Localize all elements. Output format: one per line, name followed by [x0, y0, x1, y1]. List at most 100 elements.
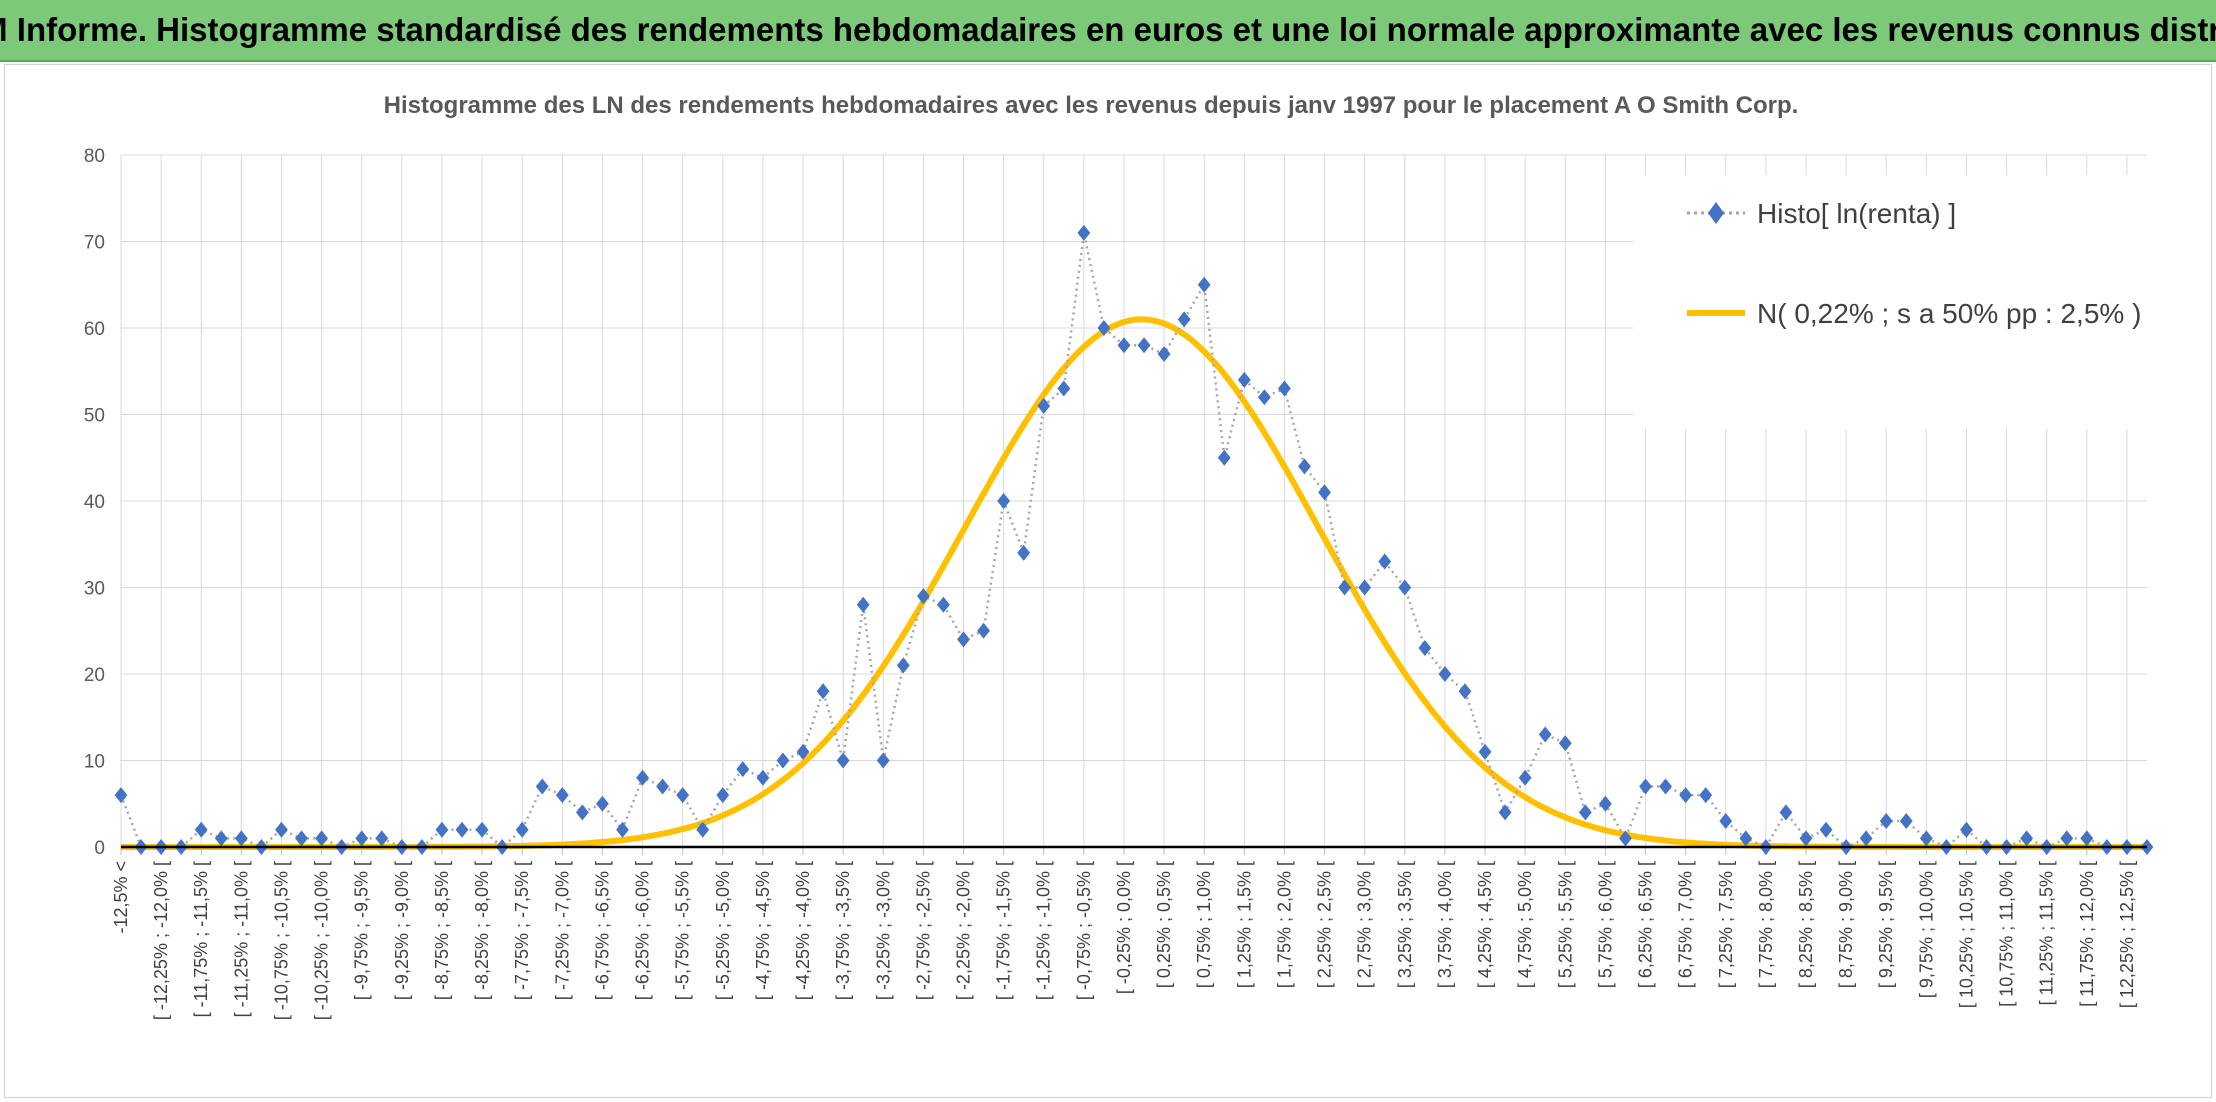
- x-tick-label: [ -1,75% ; -1,5% [: [994, 861, 1014, 1000]
- x-tick-label: [ -2,25% ; -2,0% [: [953, 861, 973, 1000]
- report-banner: ADAM Informe. Histogramme standardisé de…: [0, 0, 2216, 62]
- x-tick-label: [ -9,25% ; -9,0% [: [392, 861, 412, 1000]
- histo-point: [1177, 311, 1191, 328]
- histo-point: [1619, 830, 1632, 847]
- x-tick-label: [ 6,25% ; 6,5% [: [1636, 861, 1656, 988]
- x-tick-label: [ 0,75% ; 1,0% [: [1194, 861, 1214, 988]
- x-axis-ticks: -12,5% < [ -12,25% ; -12,0% [[ -11,75% ; …: [111, 847, 2137, 1020]
- histo-point: [1639, 778, 1652, 795]
- x-tick-label: [ -0,25% ; 0,0% [: [1114, 861, 1134, 994]
- y-tick-label: 80: [84, 146, 105, 167]
- histo-point: [1779, 804, 1793, 821]
- x-tick-label: [ 10,25% ; 10,5% [: [1956, 861, 1976, 1008]
- x-tick-label: [ 7,25% ; 7,5% [: [1716, 861, 1736, 988]
- y-tick-label: 10: [84, 752, 105, 773]
- x-tick-label: [ -4,25% ; -4,0% [: [793, 861, 813, 1000]
- x-tick-label: [ 7,75% ; 8,0% [: [1756, 861, 1776, 988]
- x-tick-label: [ -11,25% ; -11,0% [: [231, 861, 251, 1017]
- histo-point: [736, 761, 750, 778]
- histo-point: [1879, 813, 1893, 830]
- x-tick-label: -12,5% <: [111, 861, 131, 934]
- histo-point: [1899, 813, 1913, 830]
- x-tick-label: [ 3,75% ; 4,0% [: [1435, 861, 1455, 988]
- histo-point: [1278, 380, 1291, 397]
- histo-point: [836, 752, 850, 769]
- histo-point: [856, 596, 870, 613]
- x-tick-label: [ 3,25% ; 3,5% [: [1395, 861, 1415, 988]
- histo-point: [1478, 743, 1492, 760]
- histo-point: [1217, 449, 1231, 466]
- y-tick-label: 0: [94, 838, 105, 859]
- histo-point: [194, 821, 208, 838]
- histo-point: [1338, 579, 1352, 596]
- histo-point: [1358, 579, 1372, 596]
- y-tick-label: 40: [84, 492, 105, 513]
- x-tick-label: [ -10,75% ; -10,5% [: [271, 861, 291, 1020]
- histo-point: [2080, 830, 2094, 847]
- y-axis-ticks: 0 10 20 30 40 50 60 70 80: [84, 146, 105, 859]
- histo-point: [1137, 337, 1151, 354]
- gridlines: [120, 154, 2147, 847]
- histo-point: [1518, 769, 1532, 786]
- x-tick-label: [ -3,75% ; -3,5% [: [833, 861, 853, 1000]
- histo-point: [716, 787, 730, 804]
- histo-point: [375, 830, 389, 847]
- x-tick-label: [ 10,75% ; 11,0% [: [1997, 861, 2017, 1007]
- histo-point: [355, 830, 369, 847]
- histo-point: [1578, 804, 1592, 821]
- x-tick-label: [ -9,75% ; -9,5% [: [352, 861, 372, 1000]
- histo-point: [315, 830, 328, 847]
- histo-point: [575, 804, 589, 821]
- histo-point: [1859, 830, 1873, 847]
- histo-point: [1097, 320, 1111, 336]
- histo-point: [275, 821, 288, 838]
- x-tick-label: [ 1,75% ; 2,0% [: [1274, 861, 1294, 988]
- histo-point: [1237, 371, 1251, 388]
- histo-point: [295, 830, 308, 847]
- histo-point: [1257, 389, 1271, 406]
- histo-point: [1398, 579, 1412, 596]
- histo-point: [2020, 830, 2034, 847]
- histo-point: [696, 821, 710, 838]
- x-tick-label: [ 4,25% ; 4,5% [: [1475, 861, 1495, 988]
- histo-point: [1659, 778, 1672, 795]
- histo-point: [1157, 345, 1171, 362]
- x-tick-label: [ 1,25% ; 1,5% [: [1234, 861, 1254, 988]
- x-tick-label: [ -10,25% ; -10,0% [: [312, 861, 332, 1020]
- y-tick-label: 50: [84, 406, 105, 427]
- histo-point: [535, 778, 549, 795]
- legend-histo-label: Histo[ ln(renta) ]: [1757, 198, 1956, 229]
- x-tick-label: [ -7,25% ; -7,0% [: [552, 861, 572, 1000]
- histo-point: [676, 787, 690, 804]
- x-tick-label: [ -8,25% ; -8,0% [: [472, 861, 492, 1000]
- x-tick-label: [ -5,25% ; -5,0% [: [713, 861, 733, 1000]
- x-tick-label: [ 6,75% ; 7,0% [: [1676, 861, 1696, 988]
- x-tick-label: [ -12,25% ; -12,0% [: [151, 861, 171, 1020]
- histo-point: [435, 821, 449, 838]
- x-tick-label: [ -6,75% ; -6,5% [: [592, 861, 612, 1000]
- histo-point: [636, 769, 649, 786]
- histo-point: [1558, 735, 1572, 752]
- x-tick-label: [ 8,25% ; 8,5% [: [1796, 861, 1816, 988]
- histo-point: [455, 821, 469, 838]
- chart-title: Histogramme des LN des rendements hebdom…: [384, 92, 1799, 119]
- report-title: ADAM Informe. Histogramme standardisé de…: [0, 11, 2216, 48]
- histo-point: [475, 821, 489, 838]
- histo-point: [1458, 683, 1472, 700]
- histo-point: [916, 588, 930, 605]
- histo-point: [816, 683, 830, 700]
- histo-point: [1438, 666, 1452, 682]
- histo-point: [1318, 484, 1331, 501]
- y-tick-label: 60: [84, 319, 105, 340]
- histo-point: [1057, 380, 1071, 397]
- x-tick-label: [ 4,75% ; 5,0% [: [1515, 861, 1535, 988]
- histo-point: [997, 493, 1011, 509]
- histo-point: [555, 787, 569, 804]
- x-tick-label: [ 0,25% ; 0,5% [: [1154, 861, 1174, 988]
- histo-point: [957, 631, 970, 648]
- chart-area: Histogramme des LN des rendements hebdom…: [4, 64, 2212, 1098]
- y-tick-label: 20: [84, 665, 105, 686]
- histo-point: [1739, 830, 1753, 847]
- histo-point: [1298, 458, 1311, 475]
- histo-point: [1919, 830, 1933, 847]
